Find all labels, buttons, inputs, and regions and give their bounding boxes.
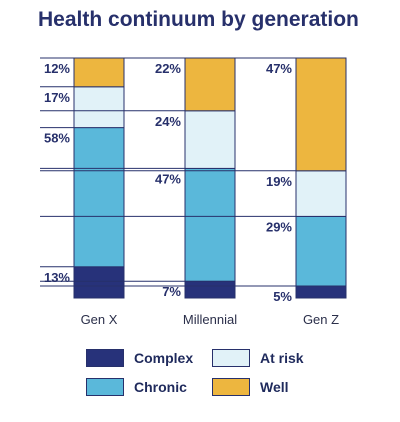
bar-gen-z-well <box>295 57 347 172</box>
data-label-gen-x-complex: 13% <box>44 270 70 285</box>
tick-label-gen-x: Gen X <box>81 312 118 327</box>
data-label-gen-x-well: 12% <box>44 61 70 76</box>
data-label-gen-z-complex: 5% <box>273 289 292 304</box>
data-label-gen-z-chronic: 29% <box>266 219 292 234</box>
data-label-gen-x-at-risk: 17% <box>44 90 70 105</box>
bar-millennial-well <box>184 57 236 112</box>
data-label-millennial-well: 22% <box>155 61 181 76</box>
legend-item-chronic: Chronic <box>86 378 187 396</box>
bar-millennial-complex <box>184 280 236 299</box>
bar-gen-z-complex <box>295 285 347 299</box>
data-label-millennial-complex: 7% <box>162 284 181 299</box>
data-label-gen-x-chronic: 58% <box>44 131 70 146</box>
legend-item-at-risk: At risk <box>212 349 304 367</box>
data-label-millennial-chronic: 47% <box>155 171 181 186</box>
bar-millennial-chronic <box>184 167 236 282</box>
data-label-gen-z-well: 47% <box>266 61 292 76</box>
legend-item-complex: Complex <box>86 349 193 367</box>
legend-swatch-chronic <box>86 378 124 396</box>
legend-label-complex: Complex <box>134 350 194 366</box>
bar-gen-x-at-risk <box>73 86 125 129</box>
tick-label-millennial: Millennial <box>183 312 237 327</box>
legend-swatch-well <box>212 378 250 396</box>
bar-gen-x-complex <box>73 266 125 299</box>
legend-label-well: Well <box>260 379 289 395</box>
legend-item-well: Well <box>212 378 289 396</box>
legend-swatch-complex <box>86 349 124 367</box>
legend-label-chronic: Chronic <box>134 379 187 395</box>
data-label-millennial-at-risk: 24% <box>155 114 181 129</box>
bar-gen-z-chronic <box>295 215 347 287</box>
chart-title: Health continuum by generation <box>38 8 359 31</box>
bar-gen-z-at-risk <box>295 170 347 217</box>
bar-millennial-at-risk <box>184 110 236 169</box>
legend-swatch-at-risk <box>212 349 250 367</box>
tick-label-gen-z: Gen Z <box>303 312 339 327</box>
bar-gen-x-well <box>73 57 125 88</box>
legend-label-at-risk: At risk <box>260 350 304 366</box>
data-label-gen-z-at-risk: 19% <box>266 174 292 189</box>
bar-gen-x-chronic <box>73 127 125 268</box>
